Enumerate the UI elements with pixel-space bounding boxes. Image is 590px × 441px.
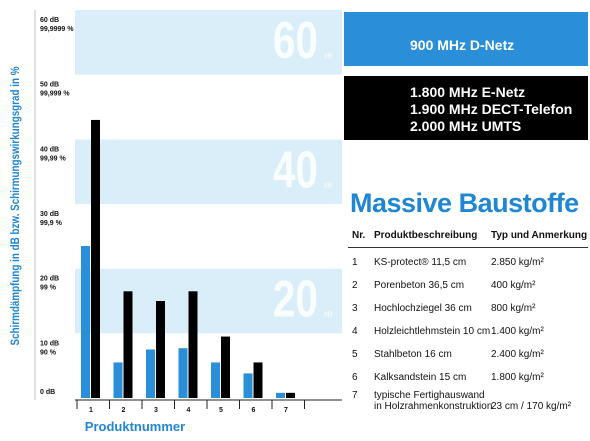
bar-blue (146, 349, 155, 398)
table-header-desc: Produktbeschreibung (374, 230, 478, 241)
x-tick-label: 7 (284, 407, 288, 414)
grid-band (75, 204, 342, 269)
x-tick-label: 3 (154, 407, 158, 414)
grid-band (75, 10, 342, 75)
table-cell-desc: in Holzrahmenkonstruktion (374, 401, 493, 412)
bar-blue (211, 362, 220, 398)
watermark-unit: dB (324, 118, 333, 125)
watermark-number: 40 (273, 140, 318, 198)
table-cell-desc: KS-protect® 11,5 cm (374, 257, 467, 268)
y-tick-db: 60 dB (40, 17, 59, 24)
watermark-unit: dB (324, 182, 333, 189)
watermark-number: 60 (273, 11, 318, 69)
legend-line-2000mhz: 2.000 MHz UMTS (410, 118, 522, 134)
table-cell-desc: typische Fertighauswand (374, 390, 485, 401)
table-cell-typ: 2.400 kg/m² (491, 349, 544, 360)
y-tick-db: 20 dB (40, 276, 59, 283)
table-header-divider (348, 247, 588, 248)
table-cell-desc: Porenbeton 36,5 cm (374, 280, 465, 291)
bar-black (188, 291, 198, 398)
section-title: Massive Baustoffe (350, 188, 579, 218)
bar-blue (276, 392, 285, 398)
legend-line-1900mhz: 1.900 MHz DECT-Telefon (410, 101, 573, 117)
watermark-unit: dB (324, 376, 333, 383)
table-header-nr: Nr. (352, 230, 366, 241)
watermark-unit: dB (324, 312, 333, 319)
watermark-number: 10 (273, 334, 318, 392)
table-cell-typ: 400 kg/m² (491, 280, 536, 291)
bar-blue (178, 348, 188, 398)
bar-black (286, 392, 295, 398)
y-tick-pct: 99,999 % (40, 91, 70, 98)
watermark-number: 30 (273, 205, 318, 263)
table-cell-nr: 6 (352, 372, 358, 383)
x-tick-label: 2 (122, 407, 126, 414)
table-cell-desc: Stahlbeton 16 cm (374, 349, 452, 360)
bar-blue (81, 246, 90, 398)
bar-blue (113, 362, 123, 398)
watermark-unit: dB (324, 247, 333, 254)
y-tick-pct: 99,9999 % (40, 26, 74, 33)
table-cell-typ: 1.800 kg/m² (491, 372, 544, 383)
legend-high-frequencies: 1.800 MHz E-Netz 1.900 MHz DECT-Telefon … (344, 76, 588, 140)
legend-line-1800mhz: 1.800 MHz E-Netz (410, 84, 526, 100)
table-cell-nr: 1 (352, 257, 358, 268)
table-cell-desc: Kalksandstein 15 cm (374, 372, 467, 383)
x-tick-label: 1 (89, 407, 93, 414)
table-cell-desc: Hochlochziegel 36 cm (374, 303, 472, 314)
x-tick-label: 4 (187, 407, 191, 414)
bar-black (221, 336, 230, 398)
table-cell-desc: Holzleichtlehmstein 10 cm (374, 326, 491, 337)
y-tick-pct: 99 % (40, 285, 57, 292)
table-cell-typ: 23 cm / 170 kg/m² (491, 401, 572, 412)
watermark-number: 50 (273, 76, 318, 134)
y-axis-title: Schirmdämpfung in dB bzw. Schirmungswirk… (9, 66, 22, 345)
x-axis-title: Produktnummer (85, 419, 185, 434)
x-tick-label: 6 (252, 407, 256, 414)
table-cell-nr: 5 (352, 349, 358, 360)
table-cell-typ: 800 kg/m² (491, 303, 536, 314)
table-cell-nr: 2 (352, 280, 358, 291)
table-header-typ: Typ und Anmerkung (491, 230, 588, 241)
bar-blue (243, 373, 253, 398)
y-tick-db: 10 dB (40, 340, 59, 347)
bar-black (156, 301, 165, 398)
y-tick-db: 40 dB (40, 146, 59, 153)
grid-band (75, 139, 342, 204)
y-tick-pct: 99,99 % (40, 155, 66, 162)
table-cell-nr: 3 (352, 303, 358, 314)
bar-black (253, 362, 263, 398)
watermark-unit: dB (324, 53, 333, 60)
watermark-number: 20 (273, 270, 318, 328)
legend-900mhz-label: 900 MHz D-Netz (410, 37, 515, 53)
grid-band (75, 268, 342, 334)
y-tick-pct: 99,9 % (40, 220, 63, 227)
table-cell-typ: 2.850 kg/m² (491, 257, 544, 268)
y-tick-db: 30 dB (40, 211, 59, 218)
table-cell-nr: 4 (352, 326, 358, 337)
table-cell-nr: 7 (352, 390, 358, 401)
bar-black (123, 291, 133, 398)
y-tick-pct: 90 % (40, 349, 57, 356)
y-tick-db: 0 dB (40, 389, 55, 396)
table-cell-typ: 1.400 kg/m² (491, 326, 544, 337)
legend-900mhz: 900 MHz D-Netz (344, 12, 588, 66)
bar-black (91, 119, 100, 398)
y-tick-db: 50 dB (40, 82, 59, 89)
grid-band (75, 74, 342, 140)
x-tick-label: 5 (219, 407, 223, 414)
